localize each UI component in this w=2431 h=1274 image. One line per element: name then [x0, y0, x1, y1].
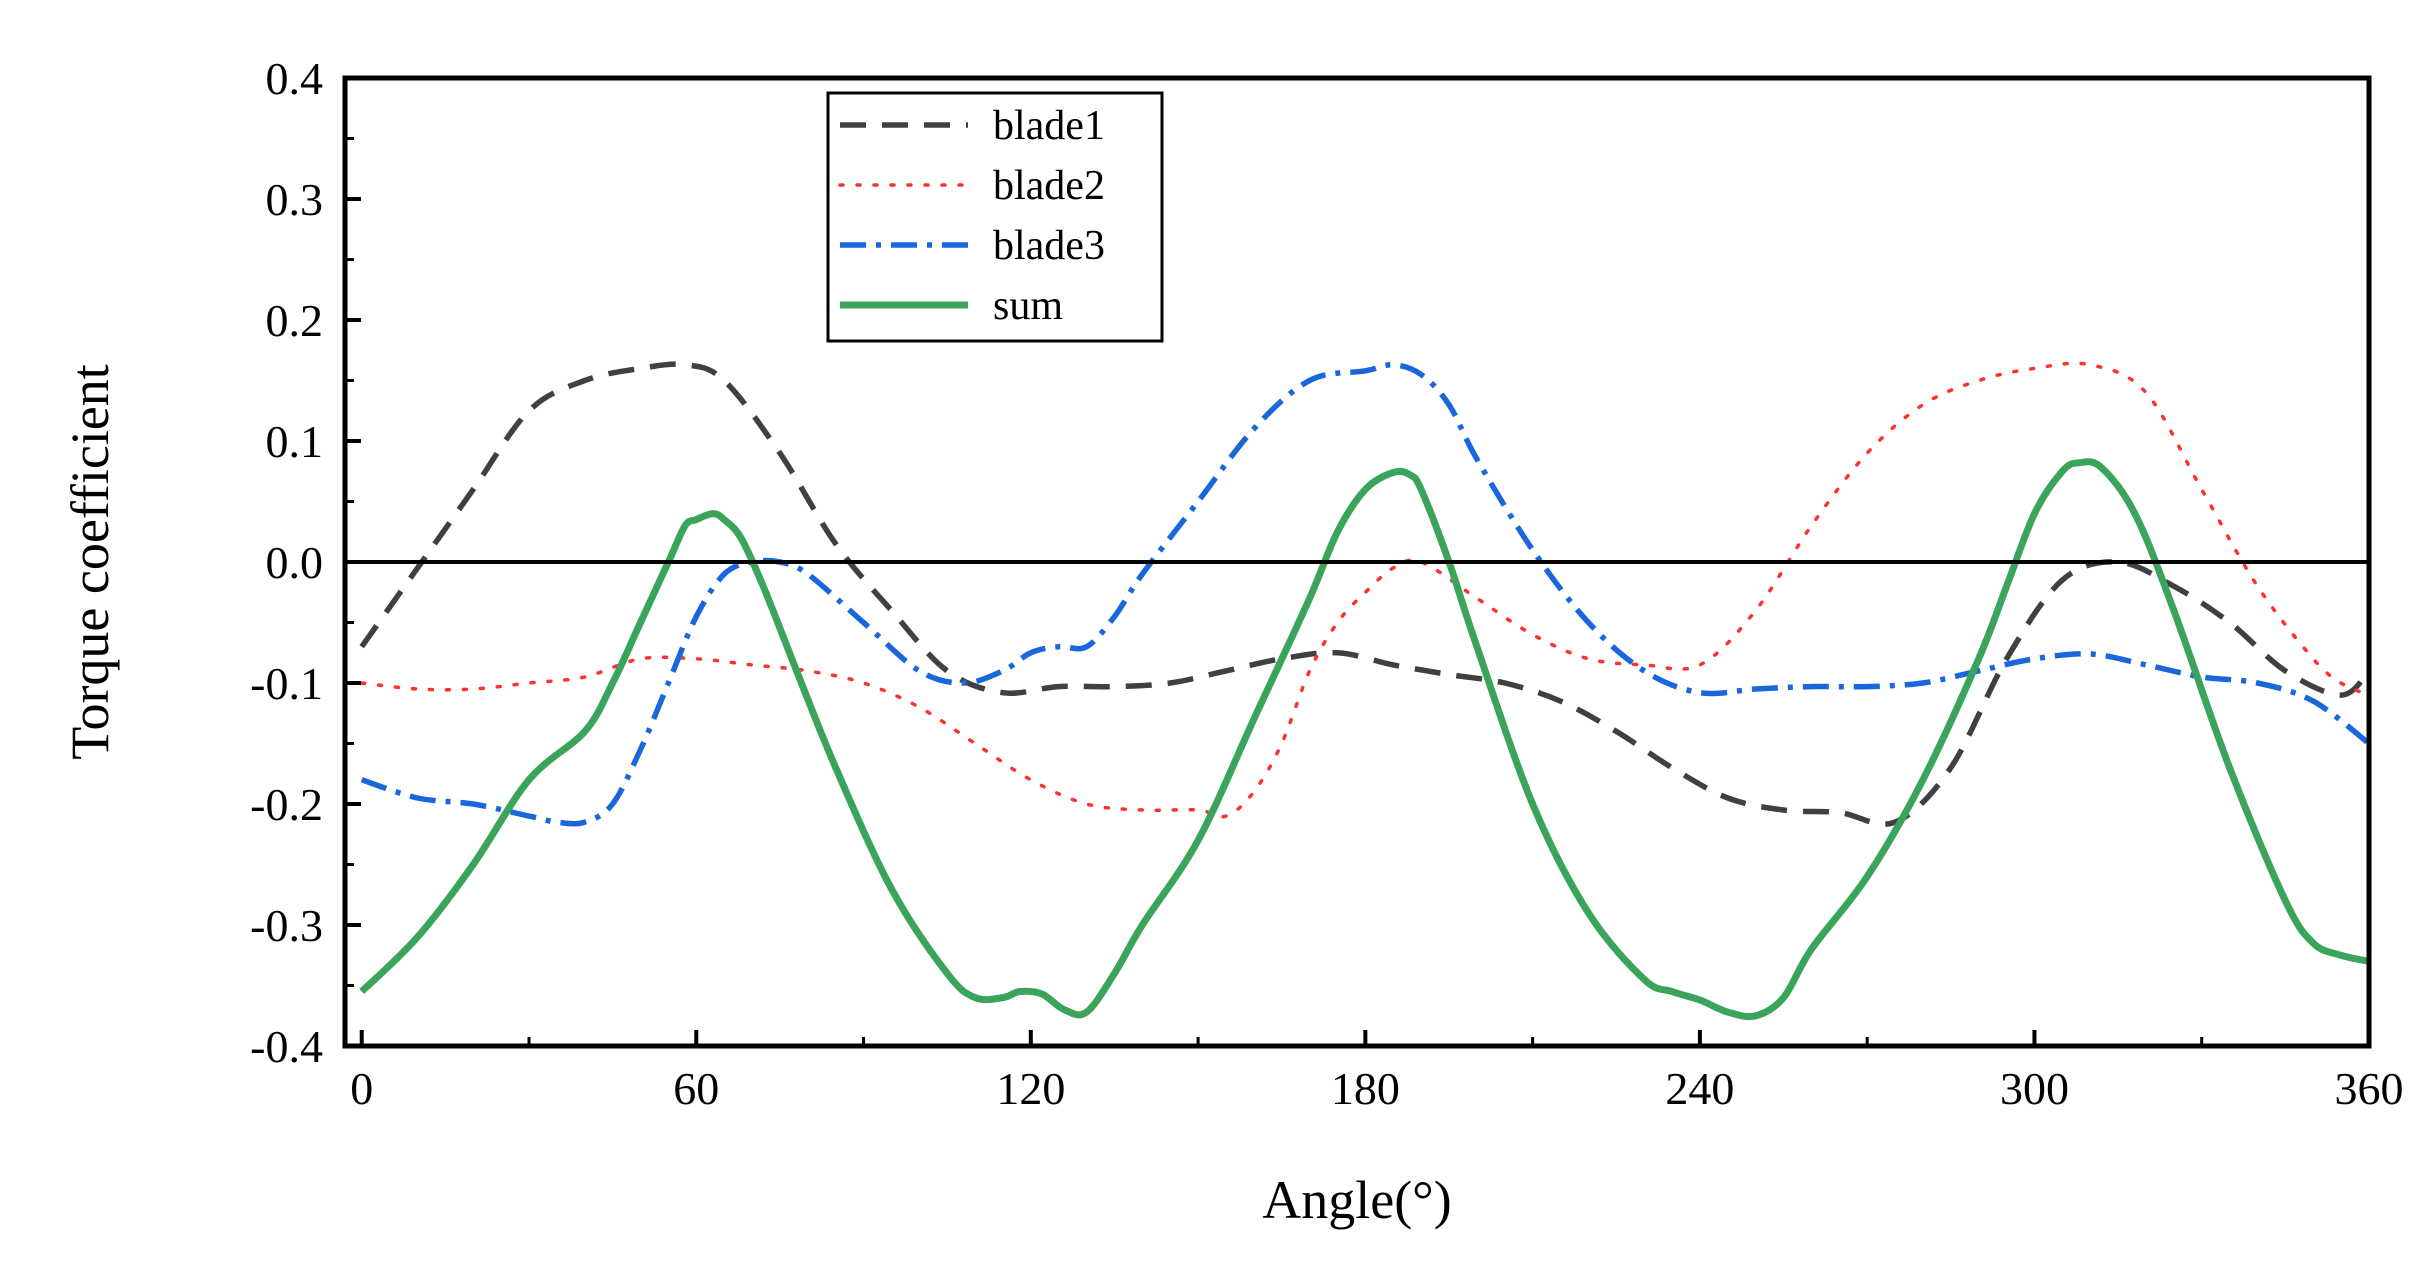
y-tick-label: -0.1 — [250, 658, 323, 709]
y-tick-label: 0.3 — [266, 174, 324, 225]
y-tick-label: -0.4 — [250, 1021, 323, 1072]
x-tick-label: 180 — [1331, 1063, 1400, 1114]
y-tick-label: 0.1 — [266, 416, 324, 467]
series-line-blade3 — [360, 362, 2371, 827]
x-tick-label: 300 — [2000, 1063, 2069, 1114]
series-layer — [359, 361, 2372, 1021]
legend-box — [826, 91, 1164, 343]
x-tick-label: 360 — [2335, 1063, 2404, 1114]
x-axis-title: Angle(°) — [1262, 1170, 1452, 1230]
legend-label-blade1: blade1 — [993, 103, 1105, 149]
y-tick-label: -0.2 — [250, 779, 323, 830]
series-line-sum — [359, 458, 2370, 1021]
y-tick-label: -0.3 — [250, 900, 323, 951]
ticks-layer: 0 60 120 180 240 300 360 -0.4 -0.3 -0.2 -0.1 0.0 0.1… — [250, 53, 2403, 1114]
y-tick-label: 0.2 — [266, 295, 324, 346]
y-tick-label: 0.0 — [266, 537, 324, 588]
legend: blade1 blade2 blade3 sum — [826, 91, 1164, 343]
legend-label-blade3: blade3 — [993, 223, 1105, 269]
x-tick-label: 240 — [1665, 1063, 1734, 1114]
legend-label-sum: sum — [993, 283, 1063, 329]
series-line-blade1 — [359, 361, 2372, 827]
legend-label-blade2: blade2 — [993, 163, 1105, 209]
x-tick-label: 120 — [996, 1063, 1065, 1114]
y-tick-label: 0.4 — [266, 53, 324, 104]
y-axis-title: Torque coefficient — [60, 364, 120, 760]
x-tick-label: 0 — [350, 1063, 373, 1114]
x-tick-label: 60 — [673, 1063, 719, 1114]
